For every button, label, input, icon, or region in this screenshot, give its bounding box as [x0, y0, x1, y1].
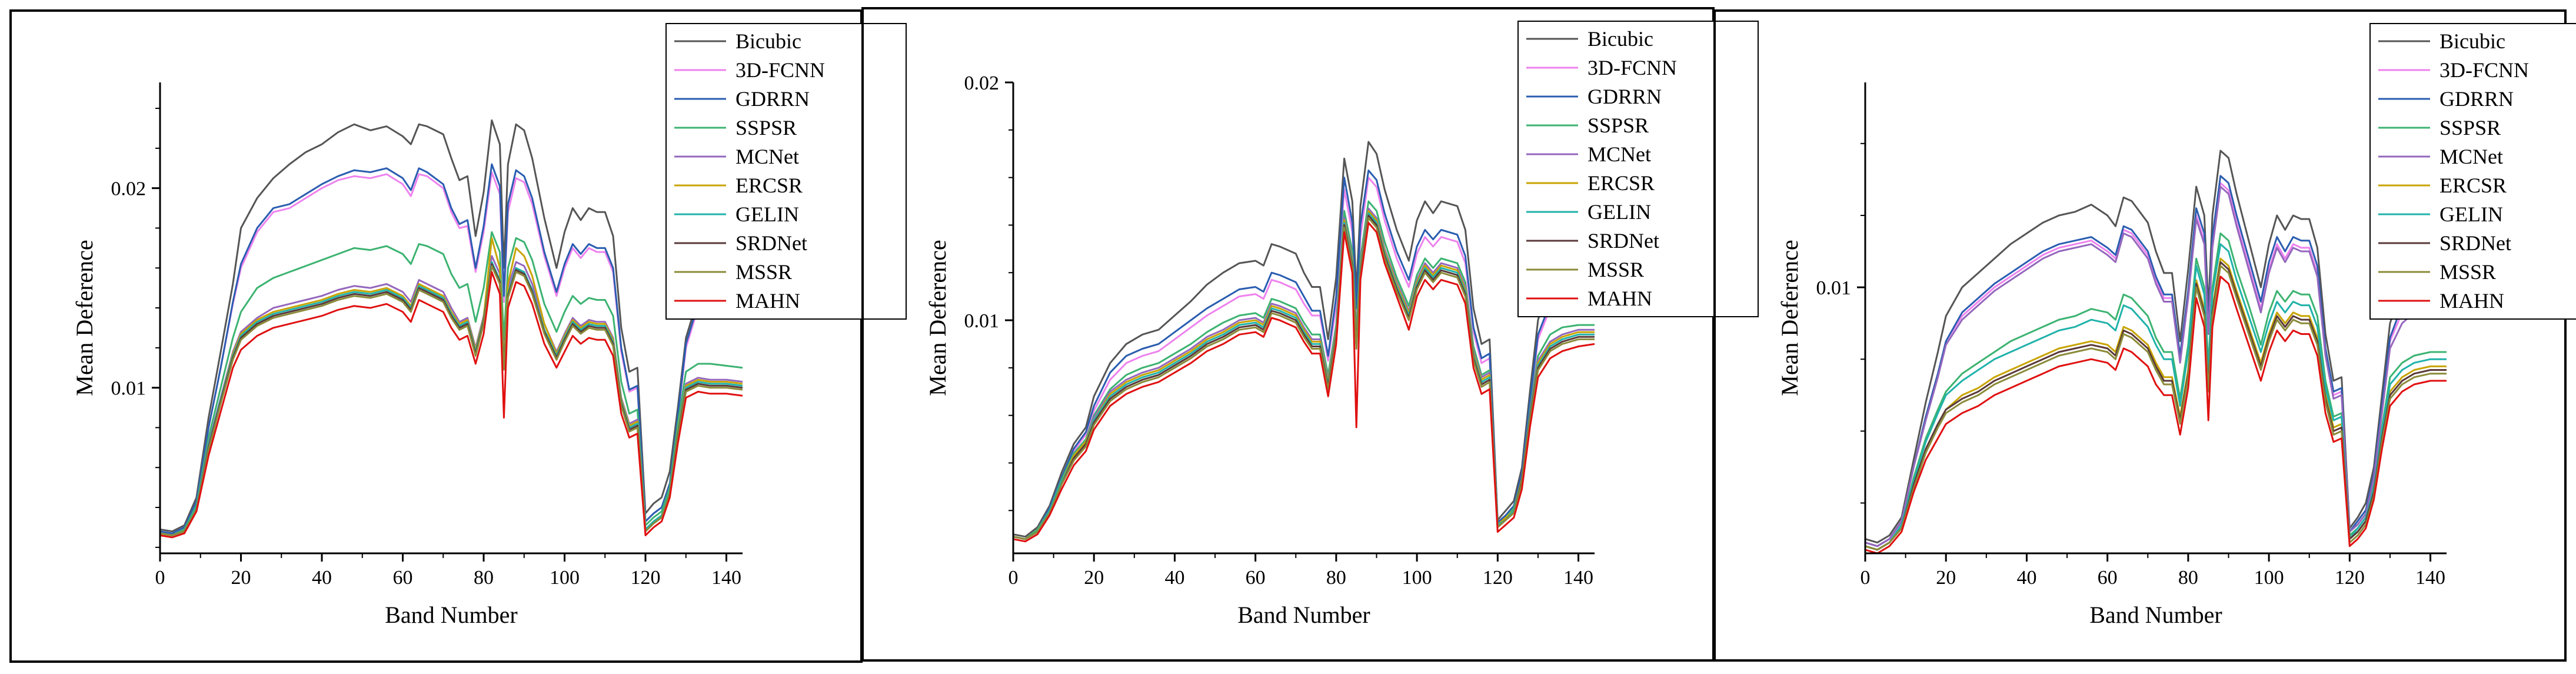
x-tick-label: 80	[474, 567, 494, 589]
x-axis-label: Band Number	[1237, 602, 1370, 628]
legend-label: MCNet	[2439, 145, 2503, 168]
legend-label: MSSR	[1587, 258, 1644, 281]
x-axis-label: Band Number	[2089, 602, 2222, 628]
x-axis-label: Band Number	[385, 602, 518, 628]
legend-label: ERCSR	[735, 174, 803, 197]
series-line-gdrrn	[159, 163, 744, 534]
x-tick-label: 120	[1483, 567, 1513, 589]
x-tick-label: 100	[550, 567, 580, 589]
x-tick-label: 0	[155, 567, 165, 589]
legend-label: GELIN	[1587, 200, 1651, 224]
series-line-mssr	[1013, 217, 1595, 540]
legend-box	[1517, 21, 1759, 317]
legend-label: 3D-FCNN	[735, 58, 825, 82]
x-tick-label: 0	[1009, 567, 1019, 589]
series-line-srdnet	[1013, 214, 1595, 540]
series-line-bicubic	[1013, 141, 1596, 538]
x-tick-label: 40	[2016, 567, 2036, 589]
chart-panel-2: 0 20 40 60 80 100 120 140 0.01 0.02 Band Number Mea…	[861, 7, 1759, 662]
x-tick-label: 40	[1164, 567, 1184, 589]
series-line-mahn	[1865, 275, 2447, 555]
legend-box	[665, 23, 907, 320]
legend-label: GELIN	[2439, 202, 2503, 226]
chart-panel-3: 0 20 40 60 80 100 120 140 0.01 Band Number Mean De…	[1713, 9, 2576, 662]
legend-label: Bicubic	[735, 29, 801, 53]
x-tick-label: 20	[1084, 567, 1104, 589]
legend-label: 3D-FCNN	[1587, 56, 1677, 79]
legend-label: MSSR	[735, 260, 792, 284]
x-tick-label: 100	[2254, 567, 2284, 589]
series-line-3d-fcnn	[159, 171, 744, 534]
x-tick-label: 60	[2098, 567, 2118, 589]
legend-label: SSPSR	[2439, 116, 2501, 140]
x-tick-label: 100	[1402, 567, 1432, 589]
legend-label: SSPSR	[1587, 114, 1649, 137]
y-axis-label: Mean Deference	[924, 240, 951, 396]
x-tick-label: 140	[2415, 567, 2445, 589]
legend-label: MCNet	[735, 145, 799, 168]
series-line-srdnet	[159, 263, 743, 536]
x-tick-label: 140	[711, 567, 741, 589]
series-line-mssr	[1865, 265, 2447, 551]
x-tick-label: 140	[1563, 567, 1593, 589]
legend-label: GDRRN	[735, 87, 810, 111]
y-tick-label: 0.02	[964, 72, 1000, 94]
legend-label: SSPSR	[735, 116, 797, 140]
x-tick-label: 120	[2335, 567, 2365, 589]
legend-label: MSSR	[2439, 260, 2496, 284]
x-tick-label: 20	[231, 567, 251, 589]
x-tick-label: 80	[1326, 567, 1346, 589]
x-tick-label: 0	[1861, 567, 1871, 589]
chart-panel-1: 0 20 40 60 80 100 120 140 0.01 0.02 Band Number Mea…	[9, 9, 907, 663]
series-line-ercsr	[159, 237, 743, 536]
legend-label: ERCSR	[1587, 171, 1655, 195]
y-tick-label: 0.02	[111, 178, 147, 200]
legend-label: GDRRN	[2439, 87, 2514, 111]
legend-label: MAHN	[2439, 289, 2504, 313]
x-tick-label: 20	[1936, 567, 1956, 589]
legend-label: SRDNet	[735, 231, 807, 255]
x-tick-label: 120	[631, 567, 661, 589]
legend-label: Bicubic	[2439, 29, 2505, 53]
series-line-gelin	[1013, 212, 1595, 540]
series-line-sspsr	[159, 231, 743, 536]
legend-label: GELIN	[735, 202, 799, 226]
series-line-gelin	[1865, 243, 2447, 551]
y-axis-label: Mean Deference	[71, 240, 98, 396]
series-line-gdrrn	[1013, 170, 1595, 540]
x-tick-label: 60	[393, 567, 413, 589]
x-tick-label: 60	[1246, 567, 1266, 589]
x-tick-label: 40	[312, 567, 332, 589]
legend-label: MAHN	[735, 289, 800, 313]
legend-box	[2369, 23, 2576, 320]
legend-label: SRDNet	[2439, 231, 2511, 255]
series-line-mcnet	[159, 255, 743, 536]
legend-label: Bicubic	[1587, 27, 1653, 51]
series-line-mahn	[1013, 221, 1595, 543]
legend-label: MAHN	[1587, 287, 1652, 310]
x-tick-label: 80	[2178, 567, 2198, 589]
series-line-mcnet	[1013, 207, 1595, 540]
series-line-3d-fcnn	[1013, 177, 1595, 540]
legend-label: ERCSR	[2439, 174, 2507, 197]
series-line-mahn	[159, 271, 743, 539]
y-tick-label: 0.01	[1816, 277, 1852, 299]
legend-label: GDRRN	[1587, 85, 1662, 108]
series-line-ercsr	[1013, 210, 1595, 540]
y-axis-label: Mean Deference	[1776, 240, 1803, 396]
panel-border	[1713, 9, 2567, 662]
y-tick-label: 0.01	[964, 310, 1000, 332]
legend-label: 3D-FCNN	[2439, 58, 2529, 82]
y-tick-label: 0.01	[111, 378, 147, 400]
series-line-sspsr	[1013, 200, 1595, 540]
legend-label: MCNet	[1587, 142, 1651, 166]
legend-label: SRDNet	[1587, 229, 1659, 253]
series-line-ercsr	[1865, 257, 2447, 551]
